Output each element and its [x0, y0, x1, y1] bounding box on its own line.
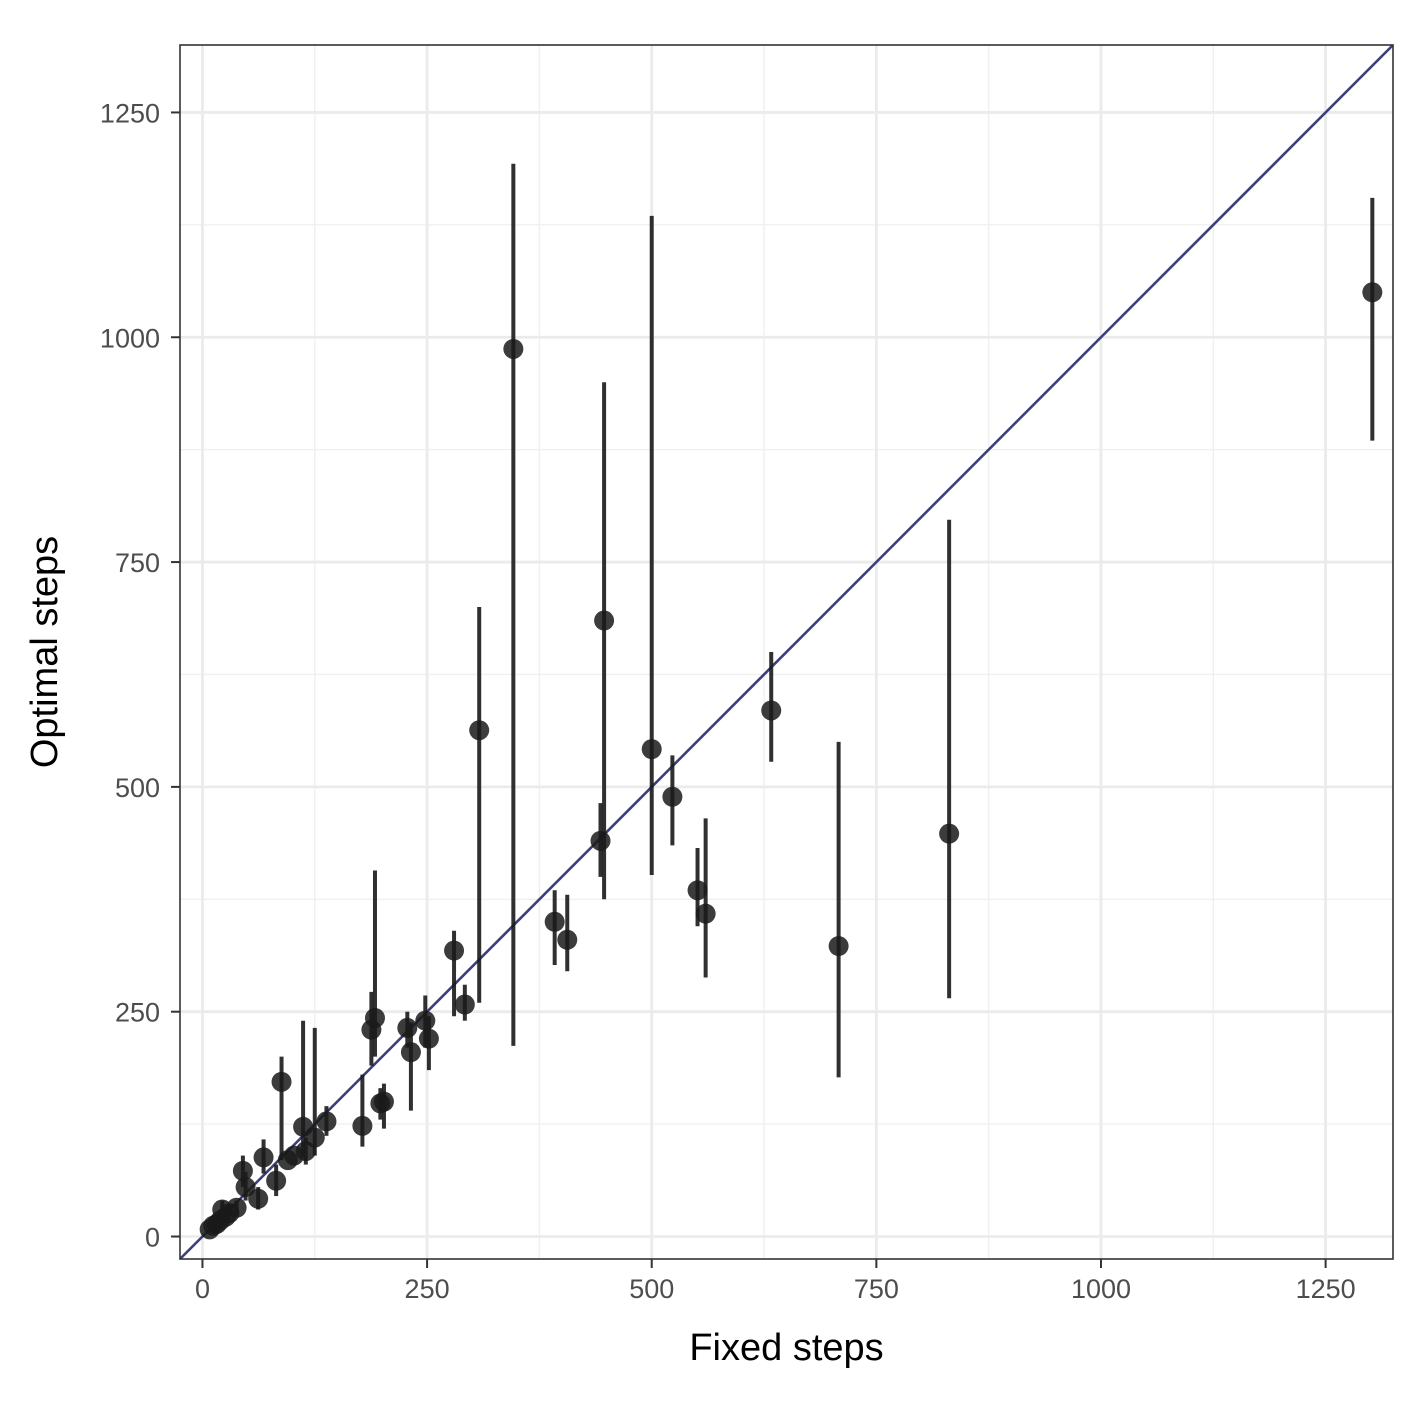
- x-axis-ticks: 0 250 500 750 1000 1250: [195, 1259, 1356, 1304]
- data-point: [828, 936, 849, 957]
- data-point: [469, 720, 490, 741]
- x-tick-label: 0: [195, 1274, 210, 1304]
- y-tick-label: 500: [115, 773, 160, 803]
- data-point: [235, 1177, 256, 1198]
- x-tick-label: 1000: [1071, 1274, 1131, 1304]
- data-point: [1362, 282, 1383, 303]
- data-point: [939, 823, 960, 844]
- y-axis-ticks: 0 250 500 750 1000 1250: [100, 98, 180, 1253]
- panel-border: [179, 44, 1394, 1260]
- y-tick-label: 1250: [100, 98, 160, 128]
- data-point: [687, 880, 708, 901]
- data-point: [352, 1115, 373, 1136]
- data-point: [503, 338, 524, 359]
- x-tick-label: 250: [405, 1274, 450, 1304]
- data-point: [444, 940, 465, 961]
- data-point: [226, 1197, 247, 1218]
- identity-line: [179, 44, 1394, 1260]
- data-point: [557, 929, 578, 950]
- x-axis-title: Fixed steps: [689, 1327, 883, 1369]
- data-point: [304, 1127, 325, 1148]
- data-point: [400, 1042, 421, 1063]
- identity-line-layer: [179, 44, 1394, 1260]
- data-point: [364, 1007, 385, 1028]
- data-point: [373, 1091, 394, 1112]
- data-point: [266, 1170, 287, 1191]
- y-axis-title: Optimal steps: [24, 536, 66, 768]
- data-point: [415, 1010, 436, 1031]
- data-point: [418, 1028, 439, 1049]
- y-tick-label: 1000: [100, 323, 160, 353]
- data-point: [248, 1188, 269, 1209]
- x-tick-label: 750: [854, 1274, 899, 1304]
- data-point: [761, 700, 782, 721]
- data-point: [316, 1111, 337, 1132]
- data-point: [662, 786, 683, 807]
- y-tick-label: 0: [145, 1223, 160, 1253]
- data-point: [232, 1160, 253, 1181]
- y-tick-label: 250: [115, 998, 160, 1028]
- data-point: [544, 911, 565, 932]
- data-point: [695, 903, 716, 924]
- data-point: [590, 830, 611, 851]
- data-point: [253, 1147, 274, 1168]
- data-point: [454, 994, 475, 1015]
- y-tick-label: 750: [115, 548, 160, 578]
- data-point: [594, 610, 615, 631]
- x-tick-label: 500: [629, 1274, 674, 1304]
- data-point: [641, 739, 662, 760]
- data-point: [397, 1017, 418, 1038]
- points-layer: [199, 282, 1383, 1240]
- x-tick-label: 1250: [1296, 1274, 1356, 1304]
- data-point: [271, 1071, 292, 1092]
